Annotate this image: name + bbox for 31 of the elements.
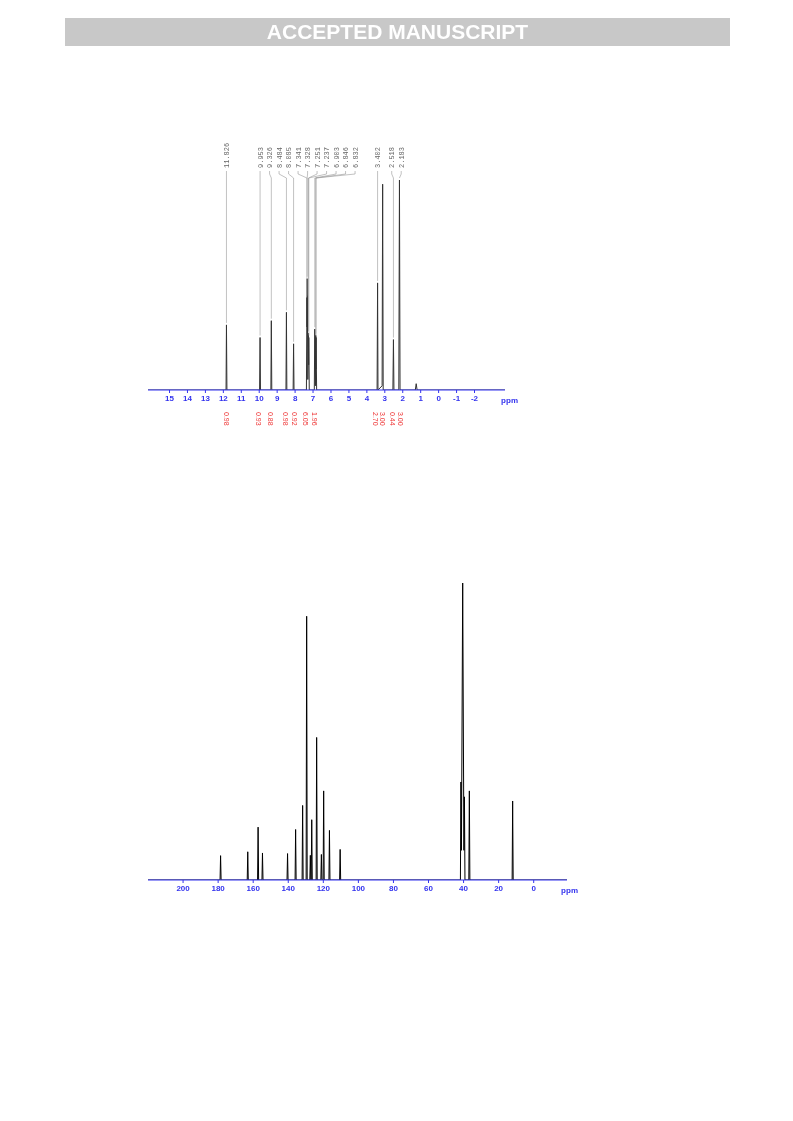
x-tick-label: 180 bbox=[211, 883, 226, 893]
x-axis-title: ppm bbox=[561, 886, 578, 895]
x-tick-label: 120 bbox=[316, 883, 331, 893]
x-tick-label: 3 bbox=[382, 393, 388, 403]
x-tick-label: -1 bbox=[453, 393, 461, 403]
x-tick-label: 10 bbox=[254, 393, 265, 403]
x-tick-label: 8 bbox=[292, 393, 298, 403]
x-tick-label: 100 bbox=[351, 883, 366, 893]
x-tick-label: 6 bbox=[328, 393, 334, 403]
x-tick-label: 160 bbox=[246, 883, 261, 893]
x-tick-label: 20 bbox=[494, 883, 504, 893]
x-tick-label: 15 bbox=[165, 393, 175, 403]
x-tick-label: 4 bbox=[364, 393, 370, 403]
x-tick-label: 0 bbox=[436, 393, 442, 403]
x-tick-label: 7 bbox=[310, 393, 316, 403]
x-tick-label: 0 bbox=[531, 883, 537, 893]
x-tick-label: -2 bbox=[470, 393, 479, 403]
x-axis-title: ppm bbox=[501, 396, 518, 405]
x-tick-label: 5 bbox=[346, 393, 352, 403]
x-tick-label: 200 bbox=[176, 883, 191, 893]
x-tick-label: 14 bbox=[183, 393, 193, 403]
x-tick-label: 40 bbox=[459, 883, 469, 893]
x-tick-label: 80 bbox=[388, 883, 399, 893]
x-tick-label: 11 bbox=[237, 393, 247, 403]
x-tick-label: 60 bbox=[424, 883, 434, 893]
x-tick-label: 2 bbox=[400, 393, 406, 403]
x-tick-label: 12 bbox=[218, 393, 229, 403]
x-tick-label: 13 bbox=[200, 393, 211, 403]
x-tick-label: 140 bbox=[281, 883, 296, 893]
x-tick-label: 9 bbox=[274, 393, 280, 403]
x-tick-label: 1 bbox=[418, 393, 424, 403]
